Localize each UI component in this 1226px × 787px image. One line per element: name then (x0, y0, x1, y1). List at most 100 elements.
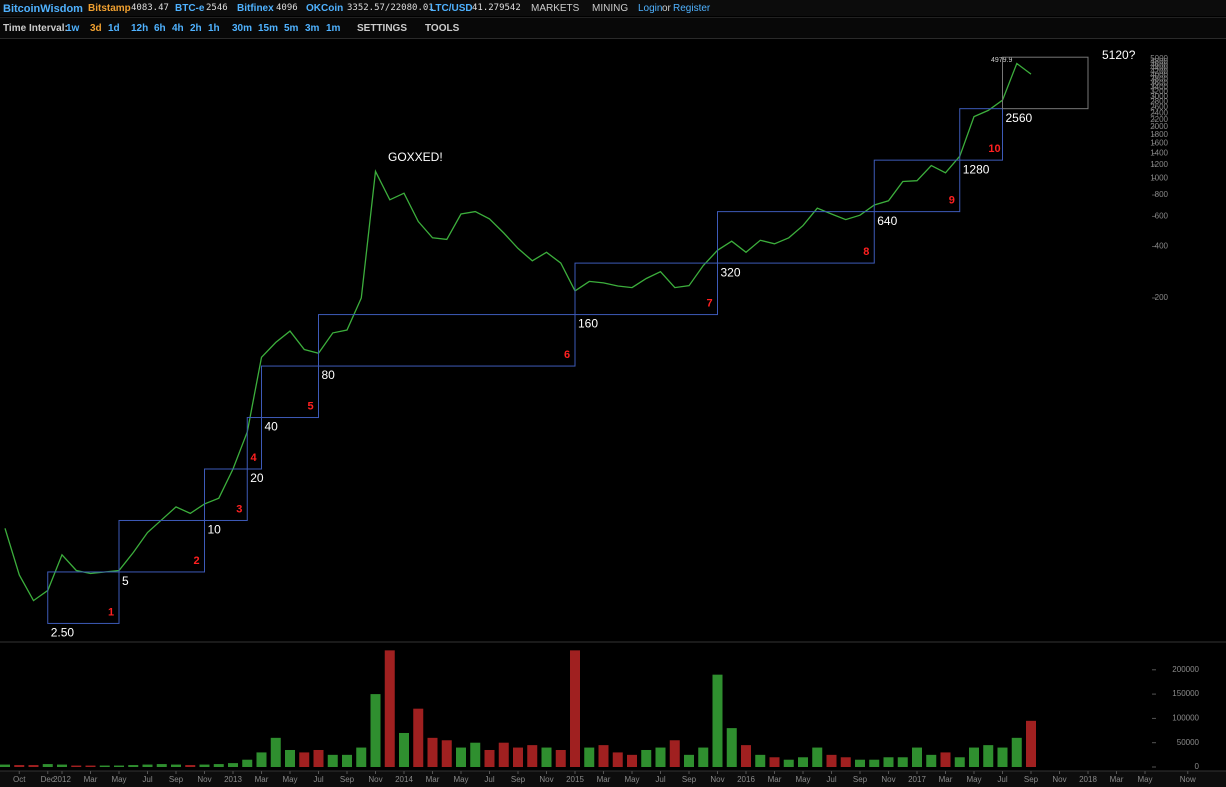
volume-bar (812, 747, 823, 767)
interval-button[interactable]: 1h (208, 23, 220, 34)
interval-button[interactable]: 30m (232, 23, 253, 34)
box-number: 3 (236, 503, 242, 515)
volume-bar (997, 747, 1008, 767)
volume-bar (171, 764, 181, 767)
y-tick-label: 2000 (1150, 122, 1168, 131)
menu[interactable]: MINING (592, 3, 629, 14)
y-tick-label: 800 (1155, 190, 1169, 199)
x-tick-label: May (795, 775, 810, 784)
y-tick-label: 1400 (1150, 149, 1168, 158)
register-link[interactable]: Register (673, 3, 711, 14)
volume-bar (384, 650, 395, 767)
volume-bar (0, 764, 10, 767)
x-axis-band (0, 771, 1226, 787)
volume-bar (456, 747, 466, 767)
volume-bar (584, 747, 595, 767)
box-number: 7 (706, 297, 712, 309)
or-text: or (662, 3, 671, 14)
box-number: 4 (250, 452, 257, 464)
interval-button[interactable]: 2h (190, 23, 202, 34)
interval-button[interactable]: 3d (90, 23, 102, 34)
volume-bar (441, 740, 452, 767)
interval-button[interactable]: 12h (131, 23, 149, 34)
volume-bar (85, 765, 96, 767)
login-link[interactable]: Login (638, 3, 663, 14)
volume-bar (883, 757, 894, 767)
volume-bar (912, 747, 922, 767)
interval-button[interactable]: 1m (326, 23, 341, 34)
level-label: 160 (578, 317, 598, 331)
y-tick-label: 0 (1195, 762, 1200, 771)
volume-bar (99, 765, 110, 767)
volume-bar (256, 752, 267, 767)
y-tick-label: 4600 (1150, 60, 1168, 69)
volume-bar (983, 745, 994, 767)
y-tick-label: 1600 (1150, 139, 1168, 148)
volume-bar (399, 732, 409, 767)
box-number: 9 (949, 195, 955, 207)
ticker-name[interactable]: OKCoin (306, 3, 344, 14)
x-tick-label: Jul (997, 775, 1007, 784)
x-tick-label: May (453, 775, 468, 784)
level-label: 80 (322, 368, 336, 382)
volume-bar (1026, 720, 1036, 767)
x-tick-label: 2014 (395, 775, 413, 784)
x-tick-label: Now (1180, 775, 1196, 784)
y-tick-label: 2600 (1150, 103, 1168, 112)
x-tick-label: Mar (597, 775, 611, 784)
volume-bar (783, 759, 794, 767)
menu[interactable]: TOOLS (425, 23, 460, 34)
annotation: 5120? (1102, 48, 1136, 62)
volume-bar (855, 759, 865, 767)
x-tick-label: Jul (313, 775, 323, 784)
volume-bar (342, 754, 352, 767)
ticker-name[interactable]: Bitfinex (237, 3, 274, 14)
level-box (204, 468, 248, 521)
volume-bar (940, 752, 951, 767)
x-tick-label: Sep (340, 775, 355, 784)
logo[interactable]: BitcoinWisdom (3, 3, 83, 15)
volume-bar (285, 749, 295, 767)
box-number: 6 (564, 349, 570, 361)
volume-bar (769, 757, 780, 767)
interval-button[interactable]: 1w (66, 23, 80, 34)
volume-bar (427, 737, 438, 767)
y-tick-label: 200 (1155, 293, 1169, 302)
volume-bar (869, 759, 880, 767)
level-box (574, 262, 718, 316)
interval-button[interactable]: 1d (108, 23, 120, 34)
x-tick-label: Jul (826, 775, 836, 784)
volume-bar (555, 749, 566, 767)
volume-bar (498, 742, 509, 767)
x-tick-label: Mar (939, 775, 953, 784)
level-box (261, 365, 319, 419)
x-tick-label: Nov (881, 775, 895, 784)
volume-bar (655, 747, 666, 767)
menu[interactable]: MARKETS (531, 3, 580, 14)
ticker-name[interactable]: BTC-e (175, 3, 205, 14)
volume-bar (242, 759, 253, 767)
x-tick-label: Mar (1110, 775, 1124, 784)
annotation: GOXXED! (388, 150, 443, 164)
volume-bar (826, 754, 837, 767)
y-tick-label: 1000 (1150, 174, 1168, 183)
interval-button[interactable]: 5m (284, 23, 299, 34)
volume-bar (185, 765, 196, 767)
volume-bar (712, 674, 723, 767)
y-tick-label: 2200 (1150, 115, 1168, 124)
interval-button[interactable]: 3m (305, 23, 320, 34)
interval-button[interactable]: 4h (172, 23, 184, 34)
level-box (47, 571, 120, 624)
menu[interactable]: SETTINGS (357, 23, 408, 34)
y-tick-label: 3800 (1150, 74, 1168, 83)
volume-bar (327, 754, 338, 767)
ticker-name[interactable]: LTC/USD (430, 3, 473, 14)
y-tick-label: 4400 (1150, 64, 1168, 73)
volume-bar (513, 747, 523, 767)
interval-button[interactable]: 6h (154, 23, 166, 34)
volume-bar (541, 747, 552, 767)
x-tick-label: May (1137, 775, 1152, 784)
ticker-name[interactable]: Bitstamp (88, 3, 131, 14)
interval-button[interactable]: 15m (258, 23, 279, 34)
